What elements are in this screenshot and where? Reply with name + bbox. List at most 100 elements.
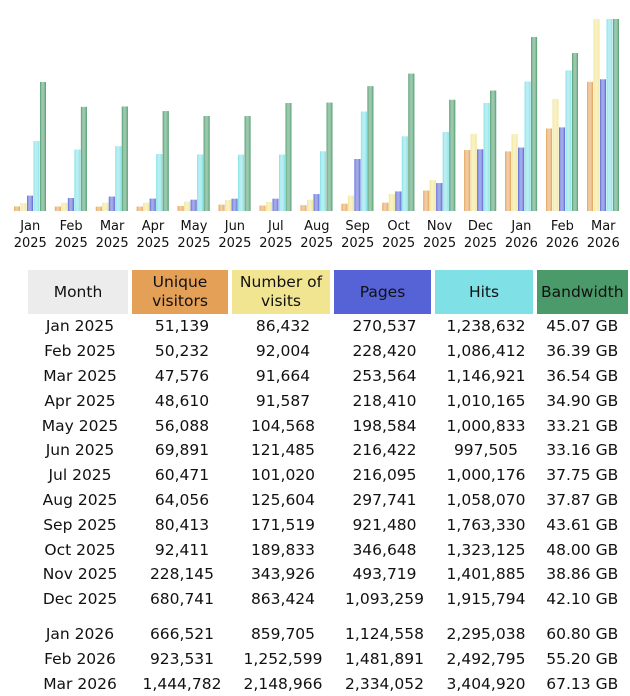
bar-shading xyxy=(572,53,578,212)
bar-shading xyxy=(102,202,109,211)
table-row: Mar 2025 47,576 91,664 253,564 1,146,921 36.5… xyxy=(28,364,628,389)
cell-unique-visitors: 1,444,782 xyxy=(142,674,222,693)
bar-shading xyxy=(238,154,245,211)
bar-shading xyxy=(285,103,292,211)
cell-month: Apr 2025 xyxy=(44,391,116,410)
x-tick-month: Apr xyxy=(142,219,165,234)
x-tick-year: 2025 xyxy=(96,236,129,251)
cell-bandwidth: 67.13 GB xyxy=(546,674,619,693)
cell-pages: 198,584 xyxy=(352,416,417,435)
x-tick-month: Jun xyxy=(224,219,245,234)
cell-unique-visitors: 666,521 xyxy=(149,624,215,643)
x-tick-month: Mar xyxy=(100,219,125,234)
bar-shading xyxy=(231,198,238,211)
cell-pages: 346,648 xyxy=(352,540,417,559)
bar-shading xyxy=(197,154,204,211)
table-row: Nov 2025 228,145 343,926 493,719 1,401,885 38… xyxy=(28,562,628,587)
table-row: Mar 2026 1,444,782 2,148,966 2,334,052 3,404… xyxy=(28,671,628,696)
bar-shading xyxy=(121,106,128,211)
cell-pages: 921,480 xyxy=(352,515,417,534)
x-tick-year: 2025 xyxy=(341,236,374,251)
table-row: Jul 2025 60,471 101,020 216,095 1,000,176 37.… xyxy=(28,463,628,488)
table-row: Jun 2025 69,891 121,485 216,422 997,505 33.16… xyxy=(28,438,628,463)
cell-bandwidth: 33.16 GB xyxy=(546,441,619,460)
x-tick-month: Aug xyxy=(304,219,329,234)
x-tick-year: 2026 xyxy=(546,236,579,251)
bar-shading xyxy=(279,154,285,211)
cell-hits: 1,000,176 xyxy=(446,466,526,485)
cell-visits: 121,485 xyxy=(250,441,316,460)
cell-pages: 493,719 xyxy=(352,565,417,584)
table-row: Sep 2025 80,413 171,519 921,480 1,763,330 43.… xyxy=(28,512,628,537)
table-body: Jan 2025 51,139 86,432 270,537 1,238,632 45.0… xyxy=(28,314,628,696)
x-tick-year: 2025 xyxy=(14,236,47,251)
bar-shading xyxy=(115,146,122,211)
cell-month: Jul 2025 xyxy=(48,466,112,485)
x-tick-month: Nov xyxy=(427,219,453,234)
x-tick-year: 2025 xyxy=(136,236,169,251)
bar-shading xyxy=(388,194,395,211)
bar-shading xyxy=(464,150,471,211)
year-separator xyxy=(28,612,628,622)
bar-shading xyxy=(266,201,272,211)
cell-hits: 2,492,795 xyxy=(446,649,526,668)
table-row: Jan 2025 51,139 86,432 270,537 1,238,632 45.0… xyxy=(28,314,628,339)
cell-hits: 1,915,794 xyxy=(446,590,526,609)
bar-shading xyxy=(442,131,449,211)
cell-hits: 1,010,165 xyxy=(446,391,526,410)
bar-shading xyxy=(40,82,46,211)
table-row: Feb 2025 50,232 92,004 228,420 1,086,412 36.3… xyxy=(28,339,628,364)
cell-month: Mar 2025 xyxy=(43,366,117,385)
x-tick-month: Mar xyxy=(591,219,616,234)
cell-month: Mar 2026 xyxy=(43,674,117,693)
cell-pages: 270,537 xyxy=(352,317,417,336)
cell-month: Jan 2026 xyxy=(45,624,115,643)
x-tick-year: 2025 xyxy=(464,236,497,251)
cell-unique-visitors: 80,413 xyxy=(154,515,210,534)
header-bandwidth: Bandwidth xyxy=(537,270,628,314)
bar-shading xyxy=(524,81,531,211)
bar-shading xyxy=(244,116,251,211)
bar-shading xyxy=(423,190,430,211)
x-tick-month: Jan xyxy=(510,219,531,234)
bar-shading xyxy=(382,202,389,211)
x-tick-month: May xyxy=(181,219,208,234)
bar-shading xyxy=(259,205,266,211)
cell-unique-visitors: 69,891 xyxy=(154,441,210,460)
header-unique-visitors: Unique visitors xyxy=(132,270,232,314)
bar-shading xyxy=(587,81,593,211)
x-tick-year: 2025 xyxy=(423,236,456,251)
cell-visits: 859,705 xyxy=(250,624,316,643)
table-row: Jan 2026 666,521 859,705 1,124,558 2,295,038… xyxy=(28,622,628,647)
cell-month: Feb 2025 xyxy=(44,342,116,361)
bar-shading xyxy=(552,99,559,211)
cell-visits: 104,568 xyxy=(250,416,316,435)
cell-bandwidth: 36.54 GB xyxy=(546,366,619,385)
cell-bandwidth: 36.39 GB xyxy=(546,342,619,361)
cell-month: Dec 2025 xyxy=(42,590,118,609)
cell-pages: 216,095 xyxy=(352,466,417,485)
cell-hits: 1,323,125 xyxy=(446,540,526,559)
bar-shading xyxy=(490,90,497,211)
bar-shading xyxy=(565,70,572,212)
bar-shading xyxy=(326,102,333,211)
header-month: Month xyxy=(28,270,132,314)
bar-shading xyxy=(546,128,552,211)
bar-shading xyxy=(61,202,68,211)
cell-unique-visitors: 680,741 xyxy=(149,590,215,609)
bar-shading xyxy=(300,205,307,211)
cell-hits: 1,238,632 xyxy=(446,317,526,336)
bar-shading xyxy=(156,154,163,211)
bar-shading xyxy=(218,204,225,211)
header-visits-line1: Number of xyxy=(239,273,323,291)
table-row: May 2025 56,088 104,568 198,584 1,000,833 33.… xyxy=(28,413,628,438)
bar-shading xyxy=(449,99,456,211)
header-hits: Hits xyxy=(435,270,537,314)
cell-month: May 2025 xyxy=(41,416,119,435)
cell-hits: 3,404,920 xyxy=(446,674,526,693)
cell-visits: 91,587 xyxy=(255,391,311,410)
cell-pages: 297,741 xyxy=(352,490,417,509)
table-row: Feb 2026 923,531 1,252,599 1,481,891 2,492,7… xyxy=(28,646,628,671)
x-tick-month: Jul xyxy=(267,219,284,234)
x-tick-year: 2025 xyxy=(177,236,210,251)
